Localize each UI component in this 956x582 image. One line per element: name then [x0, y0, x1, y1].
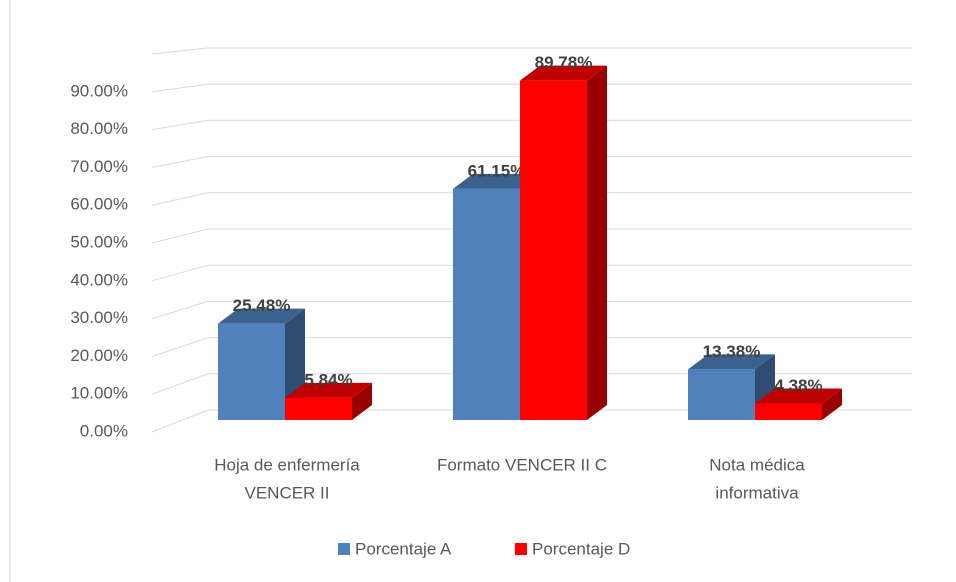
bar-front: [688, 369, 755, 420]
data-label: 13.38%: [703, 342, 761, 361]
data-label: 5.84%: [304, 370, 352, 389]
bar-top: [755, 388, 842, 404]
y-tick-label: 30.00%: [70, 308, 128, 327]
bar: [755, 388, 842, 420]
y-tick-label: 60.00%: [70, 195, 128, 214]
bar-side: [822, 388, 842, 420]
y-tick-label: 0.00%: [80, 421, 128, 440]
grid-line: [151, 156, 209, 168]
y-tick-label: 70.00%: [70, 157, 128, 176]
bar: [285, 382, 372, 420]
grid-line: [151, 373, 209, 395]
grid-line: [151, 228, 209, 244]
legend-label: Porcentaje A: [355, 539, 452, 558]
bar-side: [352, 382, 372, 420]
data-label: 25.48%: [233, 296, 291, 315]
y-tick-label: 40.00%: [70, 270, 128, 289]
bar-front: [453, 188, 520, 420]
data-label: 89.78%: [535, 53, 593, 72]
bar-front: [755, 403, 822, 420]
y-tick-label: 80.00%: [70, 119, 128, 138]
bar-side: [587, 65, 607, 421]
grid-line: [151, 264, 209, 282]
bar-front: [218, 323, 285, 420]
legend-swatch: [515, 543, 527, 555]
grid-line: [151, 192, 209, 206]
grid-line: [151, 337, 209, 357]
grid-line: [151, 409, 209, 433]
grid-line: [151, 47, 209, 55]
data-label: 4.38%: [774, 376, 822, 395]
bar-front: [520, 80, 587, 421]
y-tick-label: 20.00%: [70, 346, 128, 365]
x-tick-label: informativa: [715, 483, 799, 502]
bar-top: [688, 354, 775, 370]
grid-line: [151, 83, 209, 93]
grid-line: [151, 119, 209, 131]
bar-top: [218, 308, 305, 324]
legend-label: Porcentaje D: [532, 539, 630, 558]
bar: [453, 173, 540, 420]
bar: [520, 65, 607, 421]
data-label: 61.15%: [468, 161, 526, 180]
legend-swatch: [338, 543, 350, 555]
y-tick-label: 10.00%: [70, 384, 128, 403]
y-tick-label: 50.00%: [70, 232, 128, 251]
grid-line: [151, 300, 209, 320]
x-tick-label: Hoja de enfermería: [214, 455, 360, 474]
bar-top: [520, 65, 607, 81]
x-tick-label: VENCER II: [244, 483, 329, 502]
bar-top: [453, 173, 540, 189]
bar-top: [285, 382, 372, 398]
y-tick-label: 90.00%: [70, 81, 128, 100]
x-tick-label: Formato VENCER II C: [437, 455, 607, 474]
x-tick-label: Nota médica: [709, 455, 805, 474]
bar-front: [285, 397, 352, 420]
